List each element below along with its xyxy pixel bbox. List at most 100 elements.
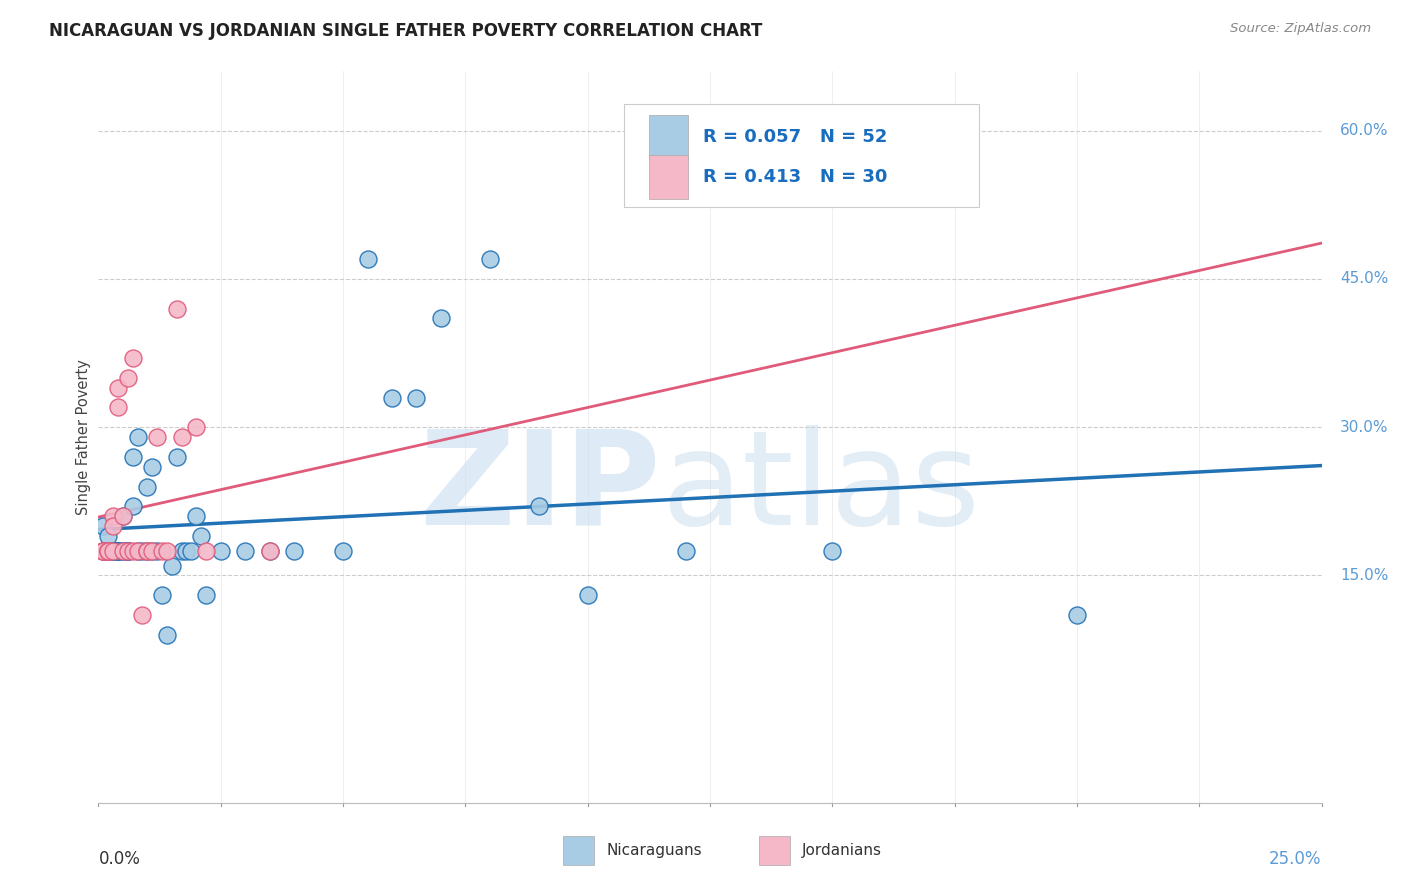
Point — [97, 543, 120, 558]
Point — [101, 509, 124, 524]
Point — [150, 543, 173, 558]
Point — [91, 543, 114, 558]
Point — [111, 543, 134, 558]
Point — [186, 509, 208, 524]
Point — [141, 543, 163, 558]
Point — [160, 558, 183, 573]
Point — [107, 401, 129, 415]
Point — [170, 543, 193, 558]
Point — [121, 543, 143, 558]
Point — [97, 529, 120, 543]
Point — [156, 543, 179, 558]
Point — [91, 543, 114, 558]
Point — [101, 543, 124, 558]
FancyBboxPatch shape — [564, 836, 593, 865]
Y-axis label: Single Father Poverty: Single Father Poverty — [76, 359, 91, 515]
Point — [117, 543, 139, 558]
Point — [136, 543, 159, 558]
Point — [195, 588, 218, 602]
Point — [283, 543, 305, 558]
Point — [91, 543, 114, 558]
Point — [111, 543, 134, 558]
Point — [111, 509, 134, 524]
Point — [121, 351, 143, 365]
Point — [127, 430, 149, 444]
Text: Nicaraguans: Nicaraguans — [606, 843, 702, 858]
Point — [478, 252, 501, 267]
Point — [430, 311, 453, 326]
Point — [233, 543, 256, 558]
Point — [186, 420, 208, 434]
Point — [107, 381, 129, 395]
Point — [107, 543, 129, 558]
Text: 25.0%: 25.0% — [1270, 850, 1322, 868]
Point — [107, 543, 129, 558]
Point — [101, 543, 124, 558]
Point — [166, 301, 188, 316]
Point — [117, 371, 139, 385]
Point — [180, 543, 202, 558]
Text: NICARAGUAN VS JORDANIAN SINGLE FATHER POVERTY CORRELATION CHART: NICARAGUAN VS JORDANIAN SINGLE FATHER PO… — [49, 22, 762, 40]
Point — [136, 543, 159, 558]
Text: 0.0%: 0.0% — [98, 850, 141, 868]
Point — [259, 543, 281, 558]
Point — [117, 543, 139, 558]
Point — [131, 607, 153, 622]
Point — [1066, 607, 1088, 622]
Point — [195, 543, 218, 558]
Point — [156, 628, 179, 642]
Point — [576, 588, 599, 602]
Text: 60.0%: 60.0% — [1340, 123, 1389, 138]
Point — [381, 391, 404, 405]
Point — [141, 459, 163, 474]
FancyBboxPatch shape — [648, 115, 688, 159]
Point — [127, 543, 149, 558]
Point — [356, 252, 378, 267]
Point — [527, 500, 550, 514]
Text: ZIP: ZIP — [419, 425, 661, 552]
Point — [111, 543, 134, 558]
Point — [821, 543, 844, 558]
FancyBboxPatch shape — [648, 155, 688, 200]
Point — [111, 509, 134, 524]
Text: Source: ZipAtlas.com: Source: ZipAtlas.com — [1230, 22, 1371, 36]
Point — [117, 543, 139, 558]
Point — [101, 543, 124, 558]
Point — [97, 543, 120, 558]
Point — [107, 543, 129, 558]
Point — [675, 543, 697, 558]
Point — [170, 430, 193, 444]
Point — [176, 543, 198, 558]
Text: R = 0.413   N = 30: R = 0.413 N = 30 — [703, 169, 887, 186]
Point — [190, 529, 212, 543]
Point — [101, 543, 124, 558]
Point — [136, 543, 159, 558]
FancyBboxPatch shape — [624, 104, 979, 207]
Point — [91, 543, 114, 558]
Point — [97, 543, 120, 558]
Point — [136, 479, 159, 493]
Point — [150, 588, 173, 602]
Point — [121, 500, 143, 514]
Point — [405, 391, 427, 405]
FancyBboxPatch shape — [759, 836, 790, 865]
Point — [332, 543, 354, 558]
Text: R = 0.057   N = 52: R = 0.057 N = 52 — [703, 128, 887, 146]
Point — [121, 450, 143, 464]
Text: Jordanians: Jordanians — [801, 843, 882, 858]
Point — [101, 519, 124, 533]
Point — [107, 543, 129, 558]
Text: 30.0%: 30.0% — [1340, 420, 1389, 434]
Text: 15.0%: 15.0% — [1340, 568, 1388, 583]
Point — [97, 543, 120, 558]
Point — [141, 543, 163, 558]
Point — [146, 430, 169, 444]
Point — [127, 543, 149, 558]
Text: atlas: atlas — [661, 425, 980, 552]
Point — [91, 519, 114, 533]
Point — [209, 543, 232, 558]
Point — [146, 543, 169, 558]
Point — [117, 543, 139, 558]
Point — [166, 450, 188, 464]
Point — [259, 543, 281, 558]
